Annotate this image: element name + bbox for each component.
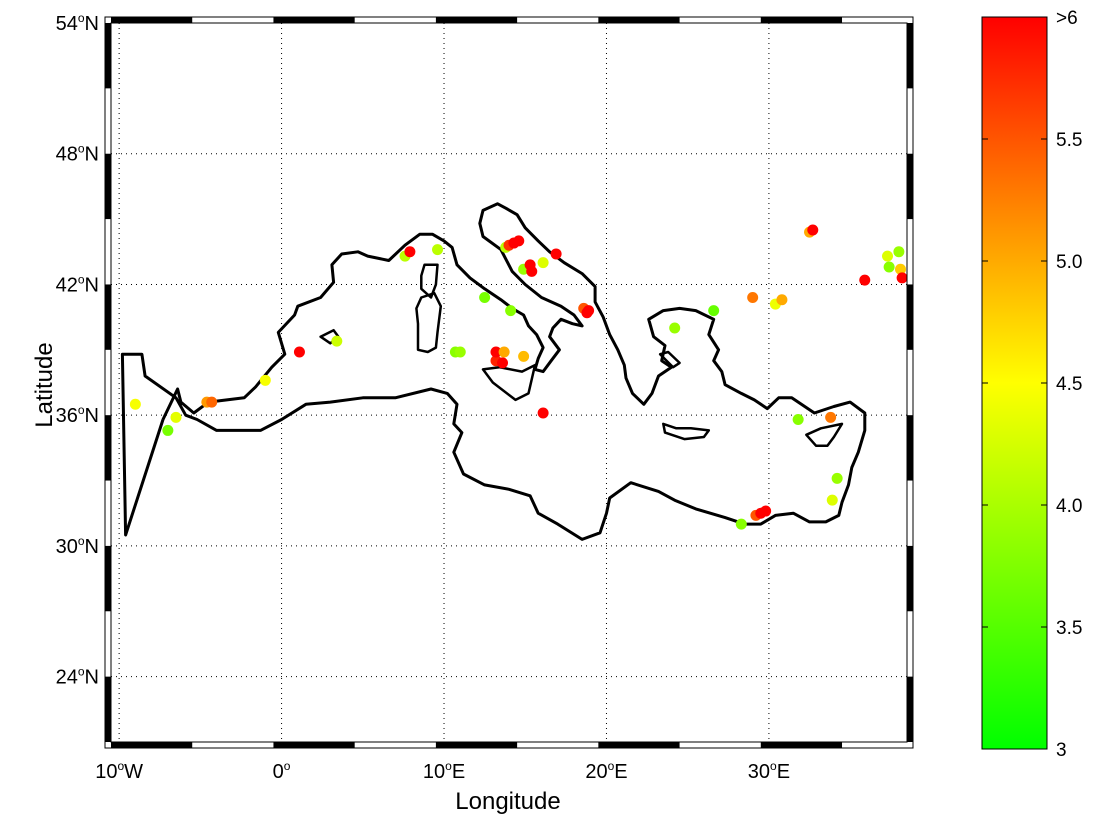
frame-segment-left-8 xyxy=(105,153,111,220)
data-point-18 xyxy=(518,350,530,362)
y-tick-label-2: 36oN xyxy=(56,403,99,427)
frame-segment-left-10 xyxy=(105,23,111,89)
frame-segment-bottom-6 xyxy=(598,742,680,748)
data-point-17 xyxy=(498,346,510,358)
frame-segment-left-2 xyxy=(105,545,111,612)
x-tick-label-1: 0o xyxy=(273,759,291,783)
frame-segment-right-2 xyxy=(907,545,913,612)
data-point-43 xyxy=(883,261,895,273)
data-point-46 xyxy=(792,414,804,426)
data-point-23 xyxy=(513,235,525,247)
data-point-19 xyxy=(505,305,517,317)
data-point-26 xyxy=(526,265,538,277)
data-point-47 xyxy=(825,411,837,423)
x-axis-label: Longitude xyxy=(455,788,560,815)
data-point-49 xyxy=(826,494,838,506)
colorbar-tick-label-4: 5.0 xyxy=(1056,252,1082,273)
data-point-6 xyxy=(293,346,305,358)
frame-segment-right-4 xyxy=(907,415,913,481)
island-outline-0 xyxy=(415,291,443,354)
frame-segment-top-0 xyxy=(111,17,193,23)
data-point-1 xyxy=(170,411,182,423)
data-point-45 xyxy=(896,272,907,284)
x-tick-label-3: 20oE xyxy=(585,759,627,783)
data-point-34 xyxy=(708,305,720,317)
x-tick-label-4: 30oE xyxy=(748,759,790,783)
colorbar-tick-label-6: >6 xyxy=(1056,8,1078,29)
data-point-35 xyxy=(747,292,759,304)
frame-segment-top-8 xyxy=(760,17,843,23)
data-point-40 xyxy=(859,274,871,286)
plot-area xyxy=(104,16,914,749)
x-tick-label-2: 10oE xyxy=(423,759,465,783)
data-point-16 xyxy=(497,357,509,369)
y-tick-label-5: 54oN xyxy=(56,11,99,35)
data-point-5 xyxy=(259,374,271,386)
data-point-29 xyxy=(537,407,549,419)
data-point-44 xyxy=(895,263,907,275)
data-point-9 xyxy=(404,246,416,258)
frame-segment-right-0 xyxy=(907,676,913,742)
y-tick-label-1: 30oN xyxy=(56,534,99,558)
data-point-27 xyxy=(537,257,549,269)
colorbar-ticks: 3 3.5 4.0 4.5 5.0 5.5 >6 xyxy=(982,8,1082,761)
y-tick-label-4: 48oN xyxy=(56,142,99,166)
data-point-2 xyxy=(162,424,174,436)
island-outline-1 xyxy=(420,263,439,299)
coastline-mediterranean xyxy=(120,202,867,541)
frame-segment-right-8 xyxy=(907,153,913,220)
data-point-0 xyxy=(129,398,141,410)
colorbar-tick-label-1: 3.5 xyxy=(1056,618,1082,639)
data-point-37 xyxy=(776,294,788,306)
colorbar-gradient xyxy=(981,16,1048,750)
frame-segment-top-2 xyxy=(273,17,355,23)
map-frame xyxy=(104,16,914,749)
x-tick-label-0: 10oW xyxy=(95,759,143,783)
data-point-7 xyxy=(331,335,343,347)
frame-segment-top-6 xyxy=(598,17,680,23)
colorbar-tick-label-5: 5.5 xyxy=(1056,130,1082,151)
colorbar-tick-label-0: 3 xyxy=(1056,740,1067,761)
data-point-33 xyxy=(669,322,681,334)
y-tick-label-0: 24oN xyxy=(56,665,99,689)
frame-segment-bottom-0 xyxy=(111,742,193,748)
y-axis-label: Latitude xyxy=(31,342,58,427)
frame-segment-bottom-2 xyxy=(273,742,355,748)
colorbar-tick-label-3: 4.5 xyxy=(1056,374,1082,395)
frame-segment-left-0 xyxy=(105,676,111,742)
colorbar-tick-label-2: 4.0 xyxy=(1056,496,1082,517)
data-point-28 xyxy=(550,248,562,260)
x-tick-labels: 10oW 0o 10oE 20oE 30oE xyxy=(95,759,790,783)
data-points-layer xyxy=(129,224,907,530)
island-outline-6 xyxy=(658,350,681,369)
frame-segment-left-4 xyxy=(105,415,111,481)
frame-segment-top-4 xyxy=(435,17,518,23)
data-point-39 xyxy=(807,224,819,236)
island-outline-4 xyxy=(805,422,844,447)
data-point-53 xyxy=(760,505,772,517)
frame-segment-left-6 xyxy=(105,284,111,350)
island-outline-3 xyxy=(662,422,711,441)
data-point-10 xyxy=(432,244,444,256)
data-point-15 xyxy=(490,346,502,358)
data-point-41 xyxy=(882,250,894,262)
frame-segment-bottom-8 xyxy=(760,742,843,748)
y-tick-label-3: 42oN xyxy=(56,272,99,296)
data-point-12 xyxy=(454,346,466,358)
data-point-32 xyxy=(581,307,593,319)
frame-segment-right-10 xyxy=(907,23,913,89)
frame-segment-bottom-4 xyxy=(435,742,518,748)
frame-segment-right-6 xyxy=(907,284,913,350)
colorbar: 3 3.5 4.0 4.5 5.0 5.5 >6 xyxy=(981,8,1082,761)
data-point-42 xyxy=(893,246,905,258)
y-tick-labels: 24oN 30oN 36oN 42oN 48oN 54oN xyxy=(56,11,99,689)
data-point-50 xyxy=(735,518,747,530)
data-point-13 xyxy=(479,292,491,304)
data-point-48 xyxy=(831,472,843,484)
data-point-4 xyxy=(206,396,218,408)
